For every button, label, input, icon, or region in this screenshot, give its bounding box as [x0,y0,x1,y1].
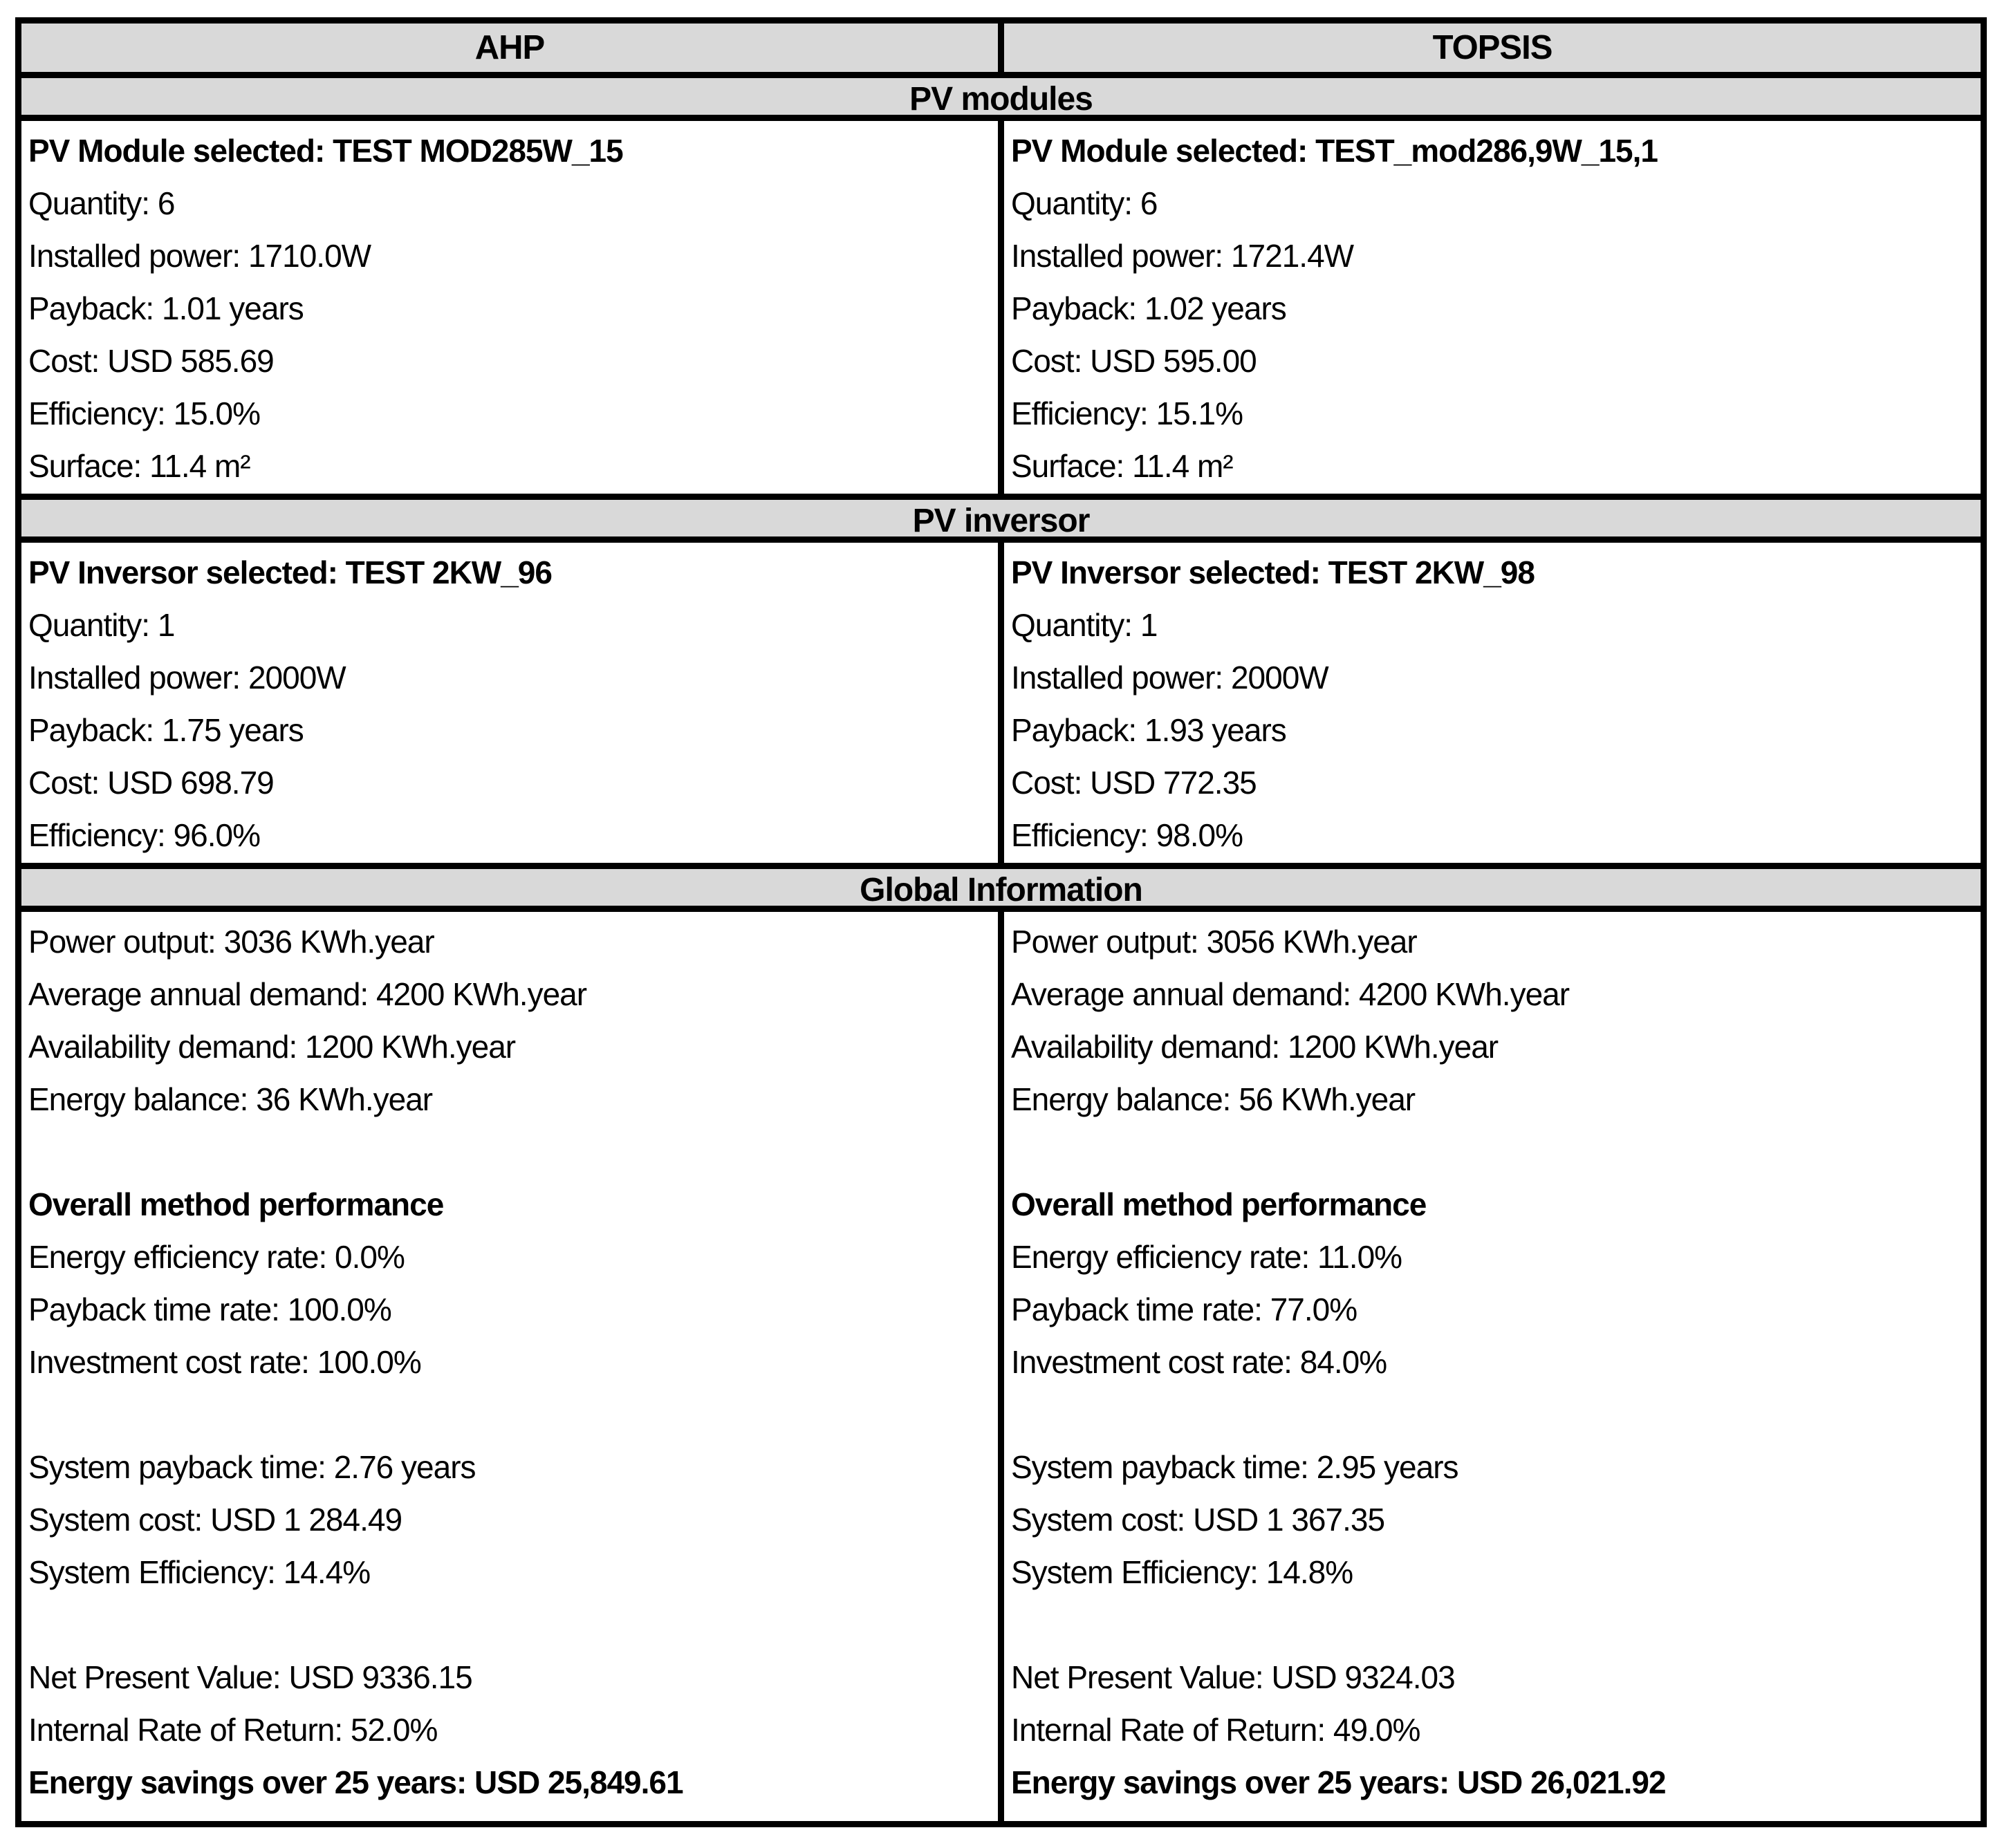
ahp-power-output: Power output: 3036 KWh.year [28,924,435,960]
ahp-module-efficiency: Efficiency: 15.0% [28,395,261,431]
ahp-energy-efficiency-rate: Energy efficiency rate: 0.0% [28,1239,405,1275]
ahp-module-surface: Surface: 11.4 m² [28,448,251,484]
section-header-pv-modules: PV modules [21,72,1981,118]
ahp-inversor-installed-power: Installed power: 2000W [28,660,346,696]
method-header-row: AHP TOPSIS [21,24,1981,72]
ahp-inversor-cost: Cost: USD 698.79 [28,765,275,801]
column-header-topsis: TOPSIS [998,24,1981,72]
section-header-pv-inversor: PV inversor [21,494,1981,539]
topsis-overall-method-performance: Overall method performance [1011,1186,1427,1222]
topsis-investment-cost-rate: Investment cost rate: 84.0% [1011,1344,1387,1380]
topsis-inversor-cost: Cost: USD 772.35 [1011,765,1257,801]
pv-inversor-topsis-cell: PV Inversor selected: TEST 2KW_98 Quanti… [998,543,1981,863]
topsis-availability-demand: Availability demand: 1200 KWh.year [1011,1029,1499,1065]
pv-modules-data-row: PV Module selected: TEST MOD285W_15 Quan… [21,115,1981,494]
pv-modules-topsis-cell: PV Module selected: TEST_mod286,9W_15,1 … [998,121,1981,494]
ahp-overall-method-performance: Overall method performance [28,1186,444,1222]
section-header-global-information: Global Information [21,863,1981,908]
topsis-inversor-efficiency: Efficiency: 98.0% [1011,817,1243,853]
spacer-line [1011,1598,1974,1651]
topsis-inversor-payback: Payback: 1.93 years [1011,712,1287,748]
topsis-internal-rate-of-return: Internal Rate of Return: 49.0% [1011,1712,1420,1748]
spacer-line [28,1598,991,1651]
topsis-inversor-quantity: Quantity: 1 [1011,607,1158,643]
ahp-module-selected: PV Module selected: TEST MOD285W_15 [28,133,624,169]
ahp-internal-rate-of-return: Internal Rate of Return: 52.0% [28,1712,438,1748]
ahp-system-efficiency: System Efficiency: 14.4% [28,1554,371,1590]
spacer-line [1011,1388,1974,1441]
global-topsis-cell: Power output: 3056 KWh.year Average annu… [998,912,1981,1821]
ahp-availability-demand: Availability demand: 1200 KWh.year [28,1029,516,1065]
comparison-table: AHP TOPSIS PV modules PV Module selected… [15,17,1987,1827]
ahp-system-cost: System cost: USD 1 284.49 [28,1502,402,1538]
topsis-module-surface: Surface: 11.4 m² [1011,448,1234,484]
ahp-module-installed-power: Installed power: 1710.0W [28,238,371,274]
ahp-inversor-selected: PV Inversor selected: TEST 2KW_96 [28,554,553,590]
ahp-module-quantity: Quantity: 6 [28,185,175,221]
topsis-energy-balance: Energy balance: 56 KWh.year [1011,1081,1416,1117]
ahp-system-payback-time: System payback time: 2.76 years [28,1449,476,1485]
topsis-system-efficiency: System Efficiency: 14.8% [1011,1554,1353,1590]
ahp-payback-time-rate: Payback time rate: 100.0% [28,1291,392,1327]
topsis-payback-time-rate: Payback time rate: 77.0% [1011,1291,1357,1327]
ahp-energy-balance: Energy balance: 36 KWh.year [28,1081,433,1117]
topsis-inversor-selected: PV Inversor selected: TEST 2KW_98 [1011,554,1535,590]
ahp-module-cost: Cost: USD 585.69 [28,343,275,379]
column-header-ahp: AHP [474,29,545,66]
ahp-inversor-payback: Payback: 1.75 years [28,712,304,748]
topsis-energy-savings-25-years: Energy savings over 25 years: USD 26,021… [1011,1764,1667,1800]
topsis-system-cost: System cost: USD 1 367.35 [1011,1502,1385,1538]
topsis-net-present-value: Net Present Value: USD 9324.03 [1011,1659,1456,1695]
topsis-module-payback: Payback: 1.02 years [1011,290,1287,326]
ahp-average-annual-demand: Average annual demand: 4200 KWh.year [28,976,587,1012]
topsis-average-annual-demand: Average annual demand: 4200 KWh.year [1011,976,1570,1012]
topsis-inversor-installed-power: Installed power: 2000W [1011,660,1329,696]
spacer-line [28,1388,991,1441]
topsis-module-cost: Cost: USD 595.00 [1011,343,1257,379]
pv-modules-ahp-cell: PV Module selected: TEST MOD285W_15 Quan… [21,121,998,494]
topsis-power-output: Power output: 3056 KWh.year [1011,924,1418,960]
ahp-energy-savings-25-years: Energy savings over 25 years: USD 25,849… [28,1764,684,1800]
ahp-inversor-efficiency: Efficiency: 96.0% [28,817,261,853]
topsis-energy-efficiency-rate: Energy efficiency rate: 11.0% [1011,1239,1402,1275]
topsis-system-payback-time: System payback time: 2.95 years [1011,1449,1459,1485]
topsis-module-selected: PV Module selected: TEST_mod286,9W_15,1 [1011,133,1658,169]
topsis-module-installed-power: Installed power: 1721.4W [1011,238,1354,274]
topsis-module-efficiency: Efficiency: 15.1% [1011,395,1243,431]
topsis-module-quantity: Quantity: 6 [1011,185,1158,221]
ahp-net-present-value: Net Present Value: USD 9336.15 [28,1659,473,1695]
global-information-data-row: Power output: 3036 KWh.year Average annu… [21,906,1981,1821]
global-ahp-cell: Power output: 3036 KWh.year Average annu… [21,912,998,1821]
ahp-inversor-quantity: Quantity: 1 [28,607,175,643]
spacer-line [1011,1126,1974,1178]
spacer-line [28,1126,991,1178]
pv-inversor-ahp-cell: PV Inversor selected: TEST 2KW_96 Quanti… [21,543,998,863]
ahp-investment-cost-rate: Investment cost rate: 100.0% [28,1344,422,1380]
ahp-module-payback: Payback: 1.01 years [28,290,304,326]
pv-inversor-data-row: PV Inversor selected: TEST 2KW_96 Quanti… [21,536,1981,863]
